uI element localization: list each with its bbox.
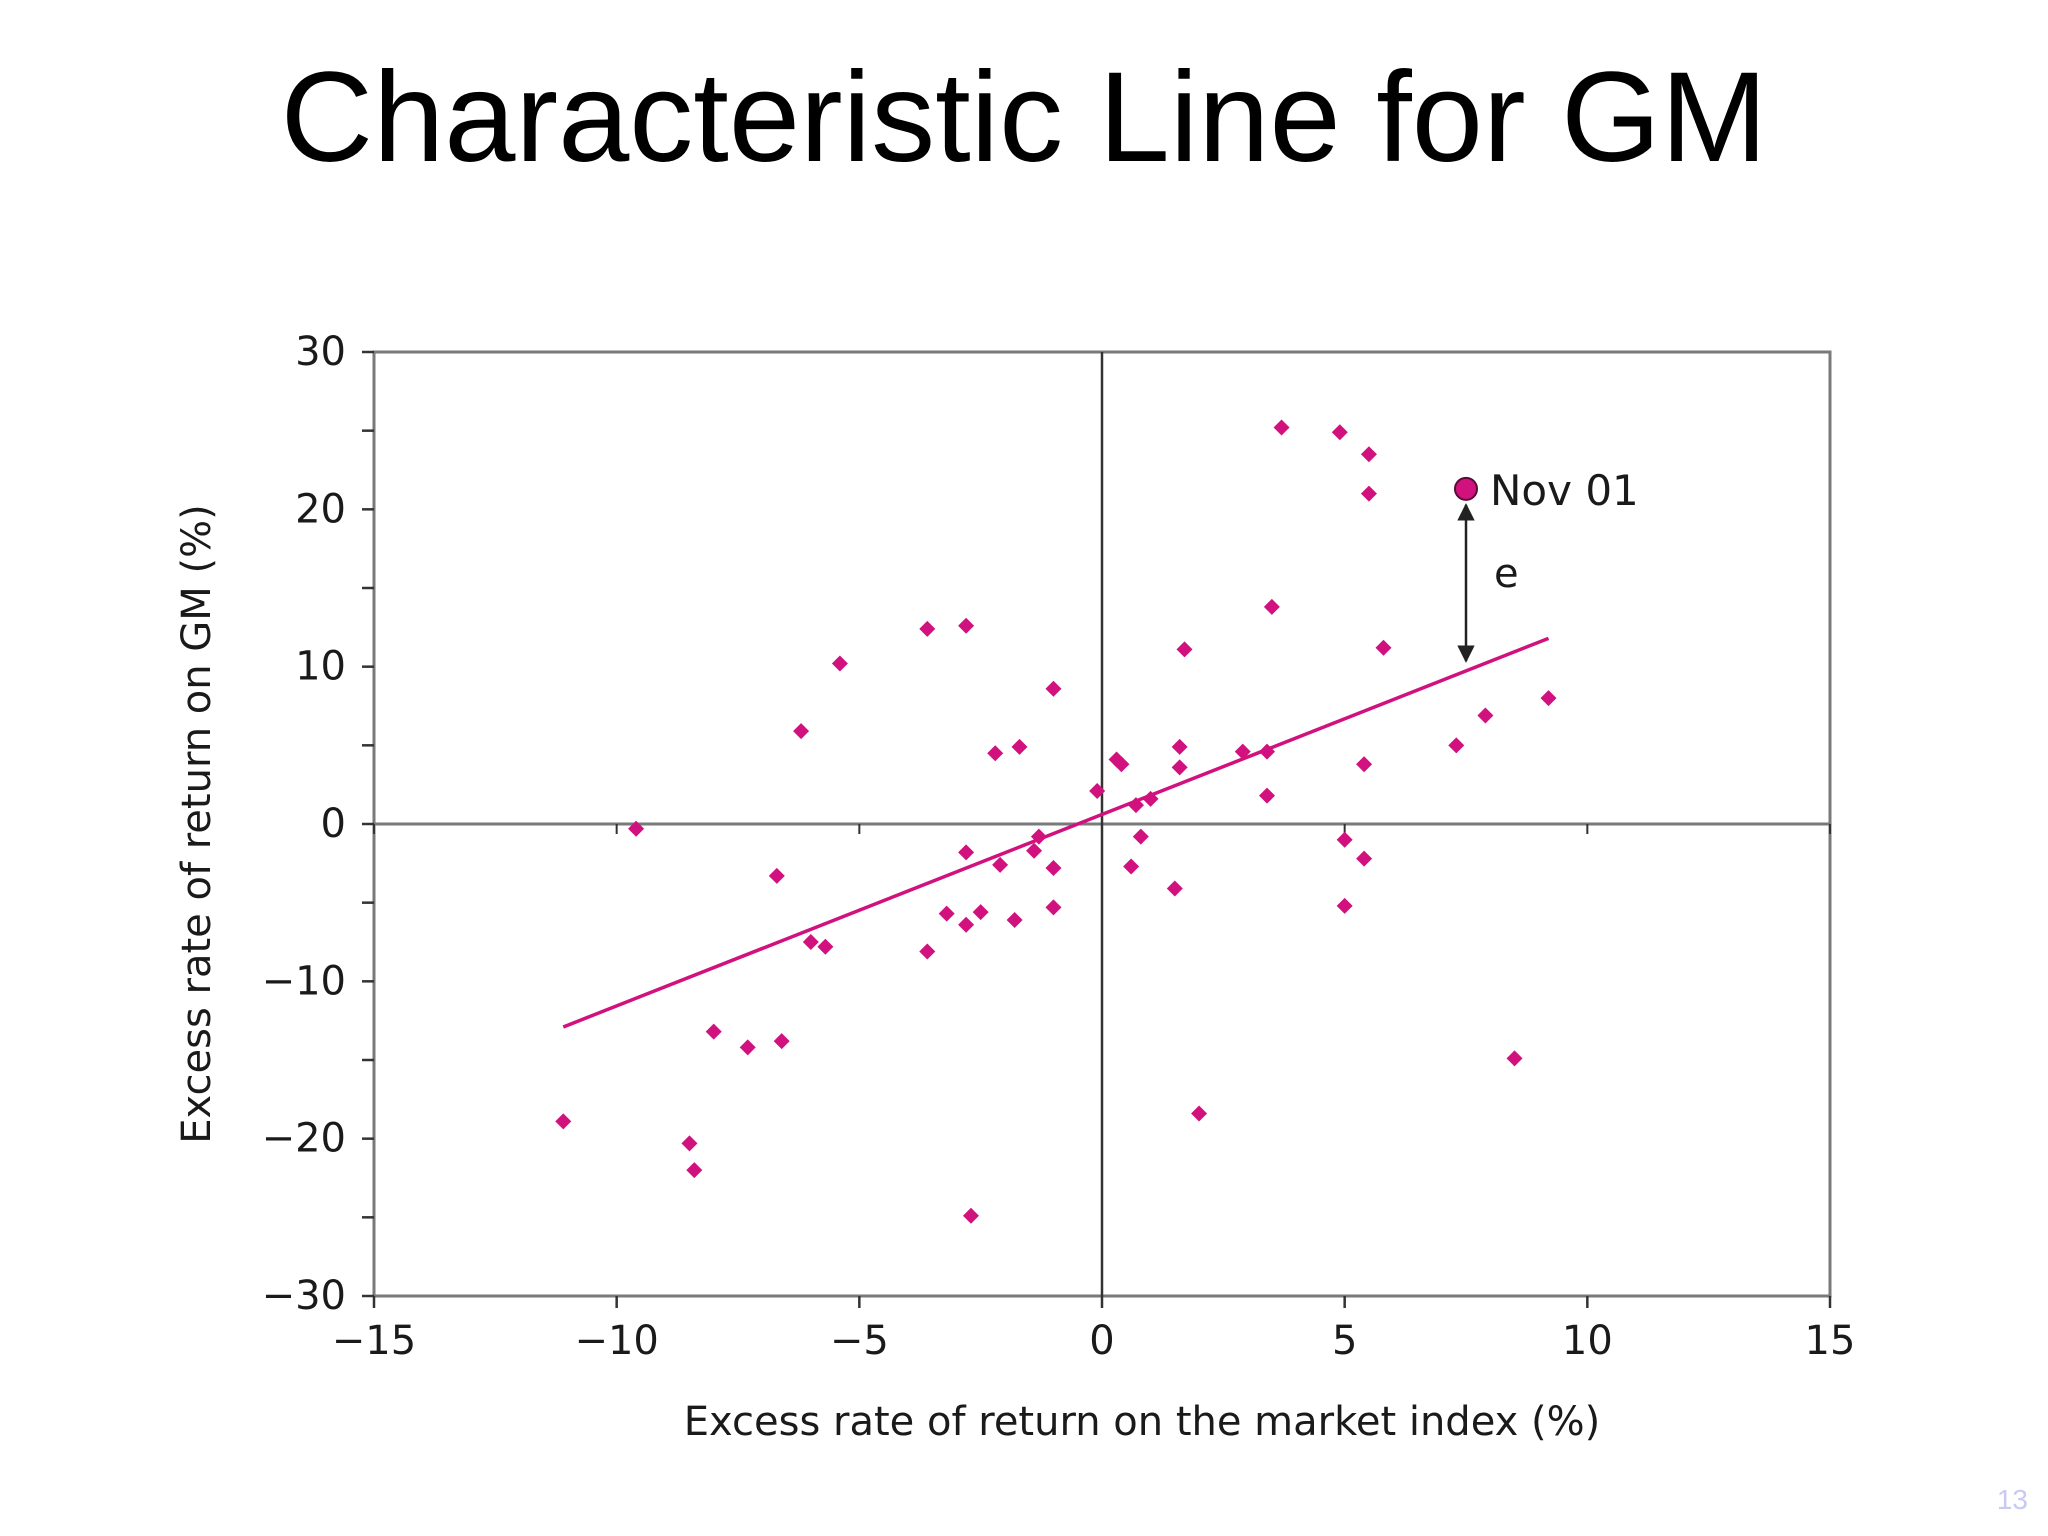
data-point: [1506, 1050, 1523, 1067]
y-tick-label: −30: [262, 1273, 346, 1319]
data-point: [992, 856, 1009, 873]
data-point: [705, 1023, 722, 1040]
data-point: [1273, 419, 1290, 436]
data-point: [972, 904, 989, 921]
y-tick-label: 10: [295, 644, 346, 690]
data-point: [962, 1207, 979, 1224]
x-tick-label: 10: [1562, 1318, 1613, 1364]
data-point: [1540, 690, 1557, 707]
x-tick-label: 15: [1805, 1318, 1856, 1364]
data-point: [681, 1135, 698, 1152]
data-point: [1113, 756, 1130, 773]
x-tick-label: −5: [830, 1318, 889, 1364]
residual-label: e: [1494, 551, 1519, 597]
x-tick-label: 0: [1089, 1318, 1114, 1364]
data-point: [1448, 737, 1465, 754]
data-point: [1356, 756, 1373, 773]
data-point: [987, 745, 1004, 762]
y-tick-label: 30: [295, 329, 346, 375]
x-tick-label: −10: [574, 1318, 658, 1364]
data-point: [817, 938, 834, 955]
data-point: [1045, 860, 1062, 877]
data-point: [1171, 759, 1188, 776]
data-point: [1171, 738, 1188, 755]
data-point: [1030, 828, 1047, 845]
data-point: [958, 844, 975, 861]
data-point: [938, 905, 955, 922]
data-point: [919, 620, 936, 637]
data-point: [793, 723, 810, 740]
data-point: [1142, 790, 1159, 807]
data-point: [628, 820, 645, 837]
data-point: [768, 867, 785, 884]
data-point: [1176, 641, 1193, 658]
page-number: 13: [1996, 1484, 2028, 1515]
data-point: [1331, 424, 1348, 441]
data-point: [1360, 446, 1377, 463]
slide-title: Characteristic Line for GM: [280, 46, 1768, 189]
y-tick-label: 0: [321, 801, 346, 847]
x-axis-title: Excess rate of return on the market inde…: [684, 1399, 1600, 1445]
y-tick-label: −10: [262, 958, 346, 1004]
highlighted-point-label: Nov 01: [1490, 466, 1639, 515]
y-tick-label: −20: [262, 1116, 346, 1162]
data-point: [1011, 738, 1028, 755]
data-point: [1191, 1105, 1208, 1122]
data-point: [958, 916, 975, 933]
data-point: [1263, 598, 1280, 615]
y-axis-title: Excess rate of return on GM (%): [174, 504, 220, 1143]
data-point: [831, 655, 848, 672]
data-point: [1259, 787, 1276, 804]
data-point: [1375, 639, 1392, 656]
data-point: [1336, 831, 1353, 848]
data-point: [739, 1039, 756, 1056]
data-point: [1166, 880, 1183, 897]
y-tick-label: 20: [295, 486, 346, 532]
data-point: [1259, 743, 1276, 760]
data-point: [686, 1162, 703, 1179]
data-point: [555, 1113, 572, 1130]
x-tick-label: −15: [332, 1318, 416, 1364]
data-point: [1360, 485, 1377, 502]
data-point: [1356, 850, 1373, 867]
data-point: [1234, 743, 1251, 760]
data-point: [958, 617, 975, 634]
data-point: [802, 934, 819, 950]
data-point: [1123, 858, 1140, 875]
data-point: [919, 943, 936, 960]
data-point: [1336, 897, 1353, 914]
data-point: [1045, 680, 1062, 697]
characteristic-line: [562, 636, 1550, 1029]
data-point: [1132, 828, 1149, 845]
data-point: [1006, 911, 1023, 928]
data-point: [1045, 899, 1062, 916]
x-tick-label: 5: [1332, 1318, 1357, 1364]
data-point: [1477, 707, 1494, 724]
data-point: [1089, 782, 1106, 799]
data-point: [1127, 797, 1144, 814]
highlighted-point: [1454, 476, 1478, 501]
data-point: [1026, 842, 1043, 859]
data-point: [773, 1033, 790, 1050]
